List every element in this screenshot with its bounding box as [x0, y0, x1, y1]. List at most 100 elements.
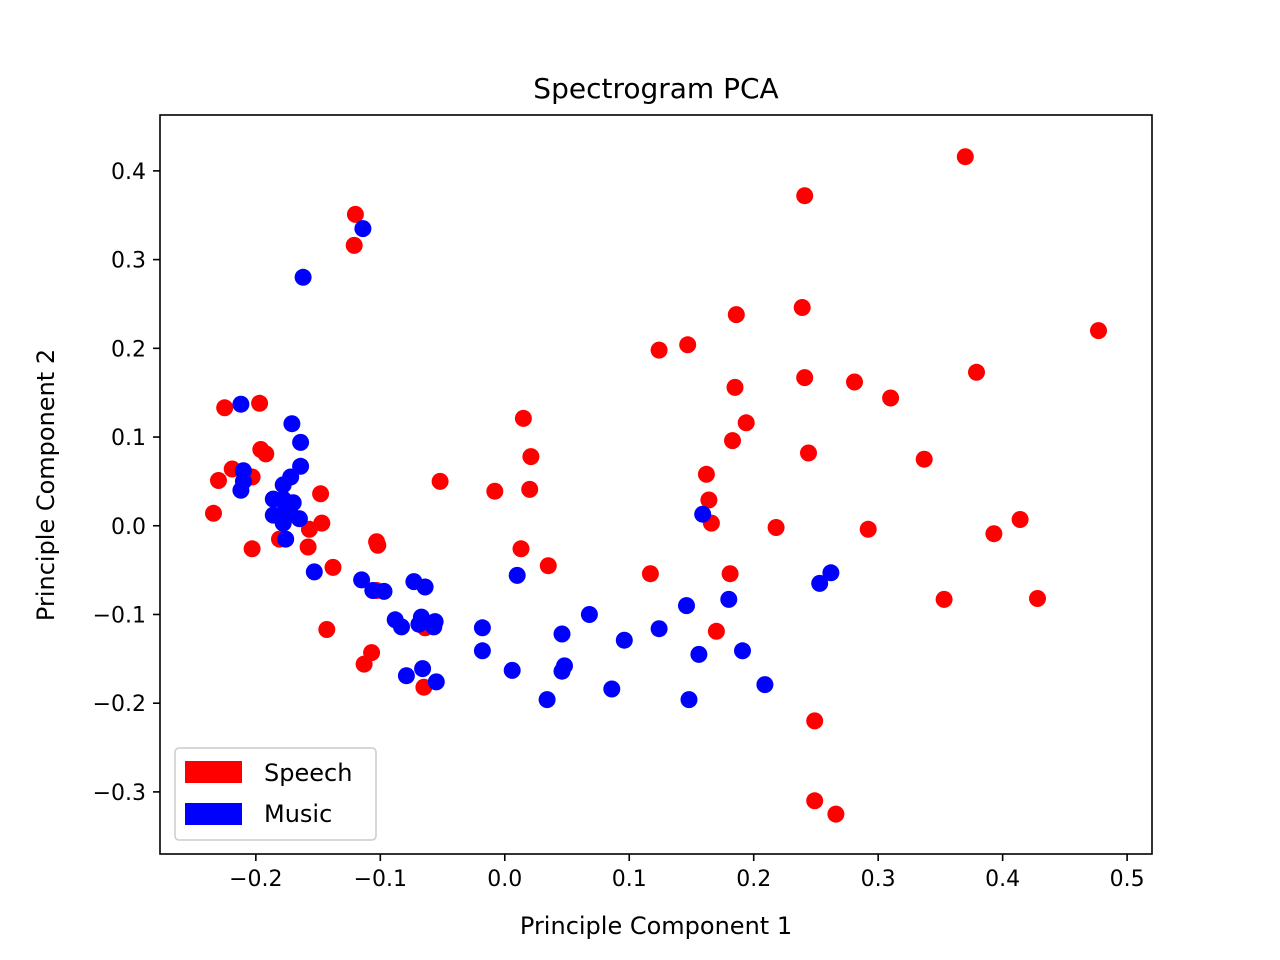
- speech-point: [800, 444, 817, 462]
- x-tick-label: 0.0: [487, 867, 522, 892]
- speech-point: [796, 187, 814, 205]
- speech-point: [1090, 322, 1107, 340]
- y-tick-label: 0.0: [111, 515, 146, 540]
- speech-point: [369, 536, 387, 554]
- music-point: [397, 667, 415, 685]
- y-tick-label: 0.4: [111, 160, 146, 185]
- speech-point: [346, 205, 364, 223]
- speech-point: [216, 399, 234, 417]
- legend-swatch-music: [185, 803, 242, 825]
- speech-point: [793, 299, 811, 316]
- speech-point: [846, 373, 863, 391]
- speech-point: [985, 525, 1003, 543]
- x-tick-label: 0.3: [861, 867, 896, 892]
- speech-point: [431, 472, 449, 490]
- y-tick-label: 0.2: [111, 337, 146, 362]
- legend-label-speech: Speech: [264, 759, 352, 787]
- music-point: [410, 615, 428, 633]
- speech-point: [522, 448, 540, 466]
- speech-point: [935, 590, 953, 608]
- music-point: [416, 578, 434, 596]
- speech-point: [806, 792, 824, 810]
- music-point: [294, 268, 312, 286]
- music-point: [615, 631, 633, 649]
- legend: Speech Music: [174, 747, 377, 841]
- y-tick-label: −0.2: [93, 692, 146, 717]
- speech-point: [700, 491, 718, 509]
- music-point: [292, 457, 310, 475]
- music-point: [425, 618, 443, 636]
- speech-point: [539, 557, 557, 575]
- music-point: [756, 676, 774, 694]
- music-point: [277, 530, 295, 548]
- y-tick-label: −0.3: [93, 781, 146, 806]
- speech-point: [1011, 511, 1029, 528]
- music-point: [305, 563, 323, 581]
- speech-point: [324, 558, 342, 576]
- speech-point: [300, 520, 318, 538]
- y-axis-label: Principle Component 2: [32, 349, 60, 621]
- speech-point: [915, 450, 933, 468]
- speech-point: [968, 363, 985, 381]
- speech-point: [210, 472, 227, 489]
- y-tick-label: 0.1: [111, 426, 146, 451]
- x-tick-label: −0.1: [354, 867, 407, 892]
- speech-point: [514, 409, 532, 427]
- speech-point: [721, 565, 739, 583]
- music-point: [508, 566, 526, 584]
- speech-point: [1029, 590, 1046, 607]
- speech-point: [806, 712, 824, 730]
- speech-point: [697, 465, 715, 483]
- x-axis: −0.2 −0.1 0.0 0.1 0.2 0.3 0.4 0.5: [229, 854, 1145, 892]
- music-point: [232, 395, 250, 413]
- x-tick-label: 0.5: [1110, 867, 1145, 892]
- x-tick-label: 0.1: [612, 867, 647, 892]
- speech-point: [726, 378, 744, 396]
- music-point: [232, 481, 250, 499]
- legend-label-music: Music: [264, 800, 332, 828]
- music-point: [678, 597, 695, 615]
- music-point: [427, 673, 445, 691]
- music-point: [503, 661, 521, 679]
- speech-point: [650, 341, 668, 359]
- y-tick-label: 0.3: [111, 249, 146, 274]
- speech-point: [727, 306, 745, 324]
- speech-point: [882, 389, 900, 407]
- speech-point: [257, 445, 275, 463]
- music-point: [393, 618, 410, 636]
- music-point: [553, 662, 571, 680]
- music-point: [603, 680, 621, 698]
- speech-point: [318, 621, 336, 638]
- x-tick-label: 0.4: [985, 867, 1020, 892]
- speech-point: [827, 805, 845, 823]
- speech-point: [299, 538, 317, 556]
- music-point: [734, 642, 751, 660]
- music-point: [580, 606, 598, 623]
- speech-point: [251, 394, 269, 412]
- speech-point: [312, 485, 330, 503]
- music-point: [690, 645, 708, 663]
- speech-point: [707, 622, 725, 640]
- music-point: [553, 625, 571, 643]
- speech-point: [859, 520, 877, 538]
- speech-point: [737, 414, 755, 432]
- music-point: [650, 620, 668, 638]
- speech-point: [345, 236, 363, 254]
- music-point: [694, 505, 712, 523]
- speech-point: [956, 148, 974, 166]
- music-point: [290, 510, 308, 528]
- y-tick-label: −0.1: [93, 603, 146, 628]
- music-point: [375, 582, 393, 600]
- speech-point: [486, 482, 504, 500]
- x-tick-label: 0.2: [736, 867, 771, 892]
- music-point: [473, 642, 491, 660]
- music-point: [274, 476, 292, 494]
- music-point: [414, 660, 432, 678]
- music-point: [680, 691, 698, 709]
- points-layer: [205, 148, 1107, 823]
- speech-point: [796, 369, 814, 387]
- music-point: [292, 433, 310, 451]
- speech-point: [243, 540, 261, 558]
- speech-point: [205, 504, 222, 522]
